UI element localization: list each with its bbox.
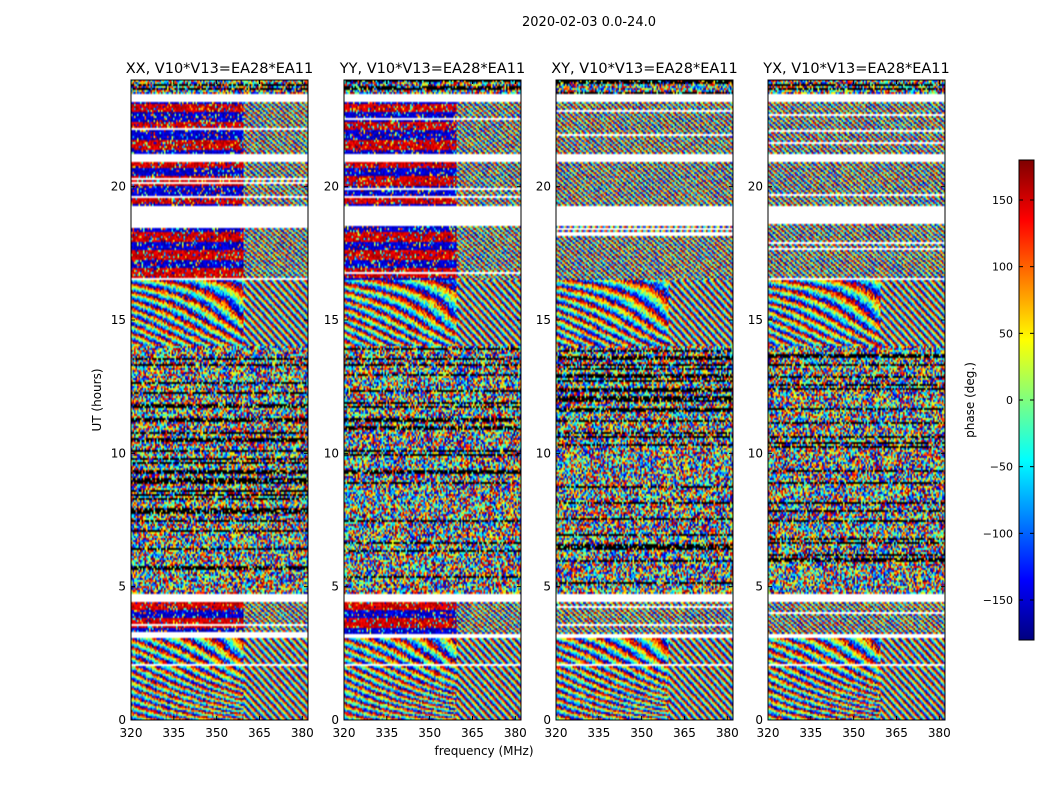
- x-tick-label: 380: [291, 726, 314, 740]
- panel-xx: XX, V10*V13=EA28*EA11 320 335 350 365 380 0 5 10…: [111, 61, 314, 740]
- y-tick-label: 10: [536, 446, 551, 460]
- y-tick-label: 10: [111, 446, 126, 460]
- colorbar-tick-label: −100: [983, 527, 1013, 540]
- panel-title: YX, V10*V13=EA28*EA11: [762, 61, 949, 77]
- panel-xy: XY, V10*V13=EA28*EA11 320 335 350 365 380 0 5 10…: [536, 61, 739, 740]
- x-tick-label: 380: [716, 726, 739, 740]
- x-tick-label: 380: [928, 726, 951, 740]
- panel-yx: YX, V10*V13=EA28*EA11 320 335 350 365 380 0 5 10…: [748, 61, 951, 740]
- x-tick-label: 320: [120, 726, 143, 740]
- x-tick-label: 350: [842, 726, 865, 740]
- y-tick-label: 20: [536, 180, 551, 194]
- x-axis-label: frequency (MHz): [434, 744, 533, 758]
- x-tick-label: 320: [333, 726, 356, 740]
- x-tick-label: 335: [799, 726, 822, 740]
- y-tick-label: 5: [543, 580, 551, 594]
- y-tick-label: 0: [543, 713, 551, 727]
- colorbar-tick-label: −150: [983, 594, 1013, 607]
- x-tick-label: 380: [504, 726, 527, 740]
- y-tick-label: 5: [118, 580, 126, 594]
- y-tick-label: 15: [111, 313, 126, 327]
- plot-frame: [555, 79, 734, 721]
- x-tick-label: 365: [461, 726, 484, 740]
- y-tick-label: 20: [324, 180, 339, 194]
- x-tick-label: 350: [630, 726, 653, 740]
- y-tick-label: 15: [536, 313, 551, 327]
- colorbar-tick-label: 100: [992, 261, 1013, 274]
- panels-group: XX, V10*V13=EA28*EA11 320 335 350 365 380 0 5 10…: [111, 61, 951, 740]
- colorbar-tick-label: 150: [992, 194, 1013, 207]
- y-tick-label: 0: [331, 713, 339, 727]
- plot-frame: [130, 79, 309, 721]
- x-tick-label: 335: [375, 726, 398, 740]
- colorbar-tick-label: −50: [990, 461, 1013, 474]
- y-tick-label: 0: [118, 713, 126, 727]
- y-tick-label: 20: [111, 180, 126, 194]
- colorbar-tick-label: 50: [999, 327, 1013, 340]
- y-tick-label: 5: [755, 580, 763, 594]
- panel-title: XY, V10*V13=EA28*EA11: [551, 61, 737, 77]
- heatmap-xx: [131, 80, 308, 720]
- x-tick-label: 335: [587, 726, 610, 740]
- x-tick-label: 335: [162, 726, 185, 740]
- panel-yy: YY, V10*V13=EA28*EA11 320 335 350 365 380 0 5 10…: [324, 61, 527, 740]
- heatmap-yx: [768, 80, 945, 720]
- figure-title: 2020-02-03 0.0-24.0: [522, 15, 656, 30]
- y-tick-label: 10: [324, 446, 339, 460]
- panel-title: YY, V10*V13=EA28*EA11: [339, 61, 525, 77]
- x-tick-label: 350: [418, 726, 441, 740]
- x-tick-label: 320: [757, 726, 780, 740]
- plot-frame: [767, 79, 946, 721]
- y-tick-label: 15: [748, 313, 763, 327]
- x-tick-label: 320: [545, 726, 568, 740]
- colorbar: −150 −100 −50 0 50 100 150: [983, 159, 1035, 641]
- y-tick-label: 15: [324, 313, 339, 327]
- y-tick-label: 10: [748, 446, 763, 460]
- x-tick-label: 365: [885, 726, 908, 740]
- x-tick-label: 365: [248, 726, 271, 740]
- y-tick-label: 0: [755, 713, 763, 727]
- colorbar-label: phase (deg.): [963, 362, 977, 438]
- y-axis-label: UT (hours): [90, 368, 104, 431]
- y-tick-label: 20: [748, 180, 763, 194]
- y-tick-label: 5: [331, 580, 339, 594]
- plot-frame: [343, 79, 522, 721]
- panel-title: XX, V10*V13=EA28*EA11: [126, 61, 314, 77]
- x-tick-label: 350: [205, 726, 228, 740]
- colorbar-tick-label: 0: [1006, 394, 1013, 407]
- heatmap-yy: [344, 80, 521, 720]
- heatmap-xy: [556, 80, 733, 720]
- x-tick-label: 365: [673, 726, 696, 740]
